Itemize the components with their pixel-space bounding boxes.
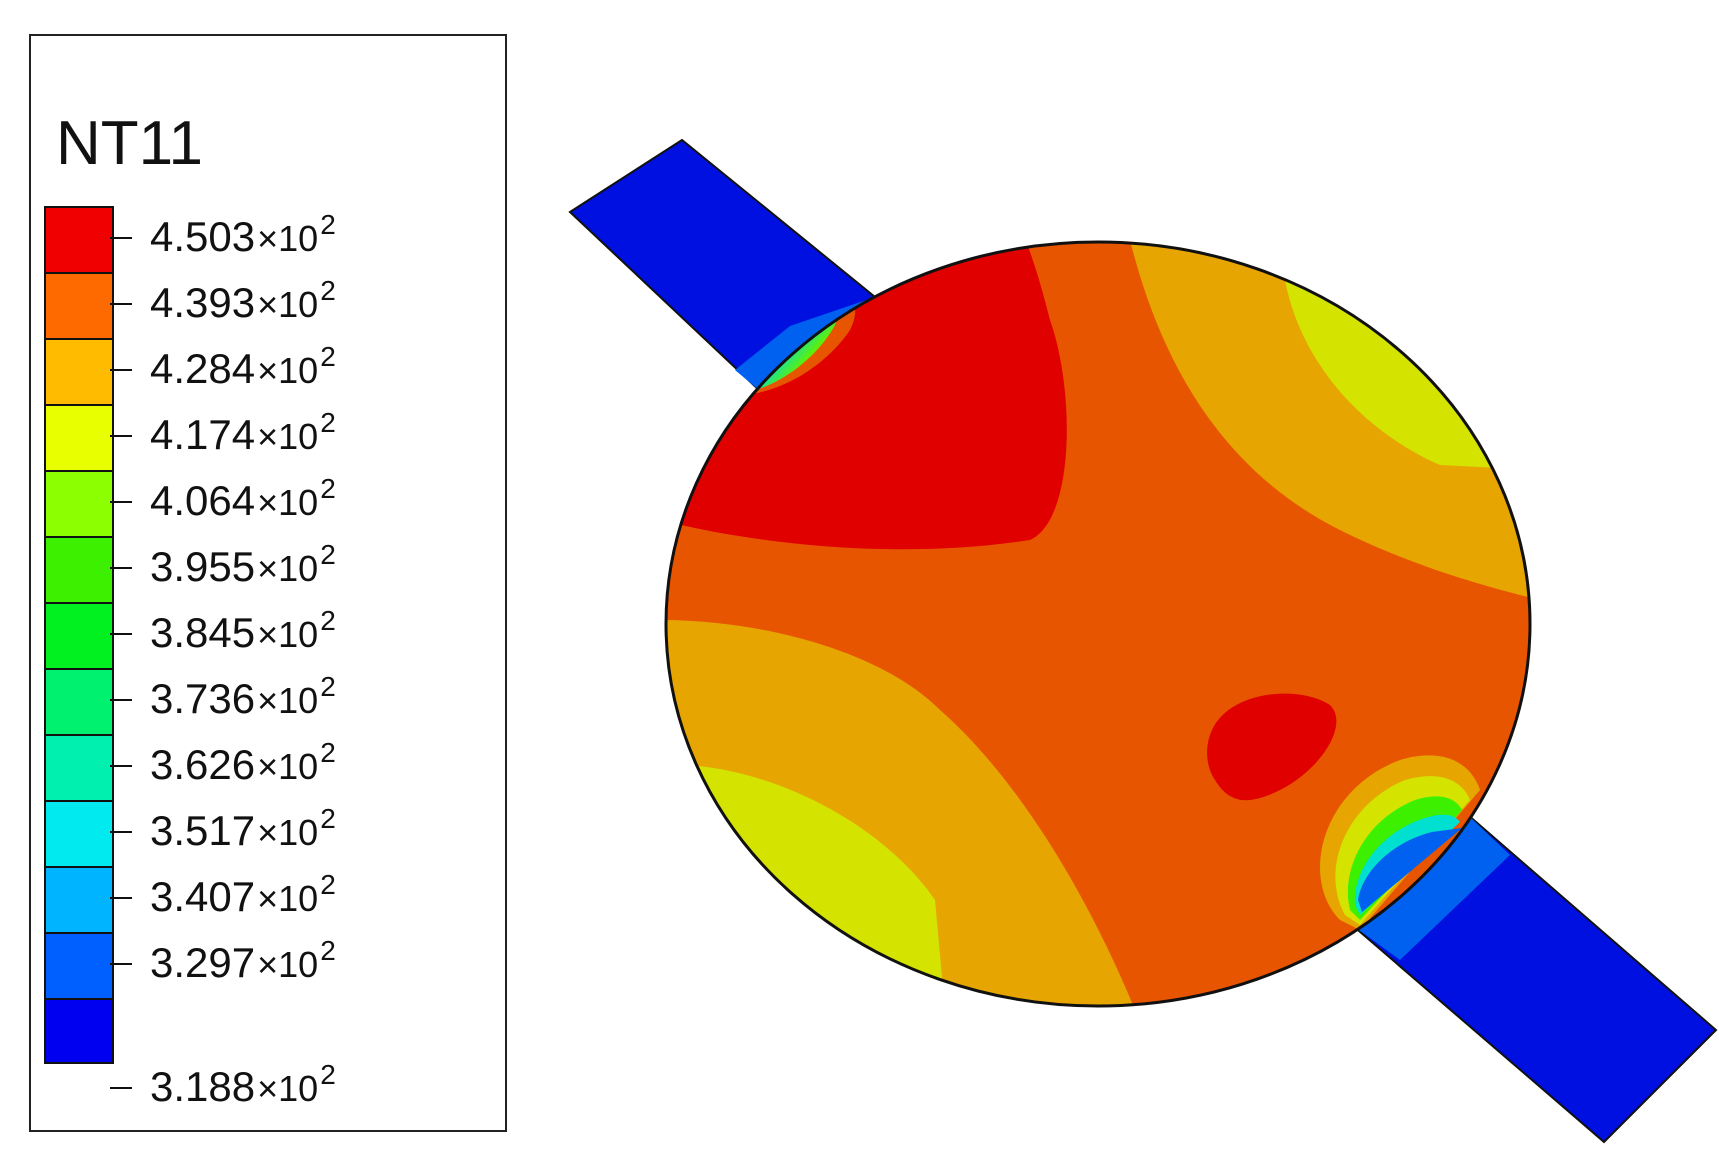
legend-multiplier: ×10 [257,1068,319,1109]
legend-tick [110,633,132,635]
contour-blue-band-lower-right [1358,828,1462,912]
legend-value-label: 3.517×102 [150,803,336,855]
legend-value-label: 4.393×102 [150,275,336,327]
legend-value-label: 4.064×102 [150,473,336,525]
legend-tick [110,237,132,239]
legend-tick [110,567,132,569]
legend-tick [110,831,132,833]
lower-right-strip-transition [1352,815,1510,960]
legend-exponent: 2 [320,935,336,966]
legend-tick [110,1087,132,1089]
legend-row: 4.503×102 [110,209,456,260]
legend-exponent: 2 [320,539,336,570]
legend-row: 3.845×102 [110,605,456,656]
legend-multiplier: ×10 [257,482,319,523]
legend-value-label: 3.626×102 [150,737,336,789]
legend-multiplier: ×10 [257,284,319,325]
legend-mantissa: 3.517 [150,807,256,854]
legend-swatch [46,338,112,404]
legend-swatch [46,668,112,734]
legend-exponent: 2 [320,473,336,504]
legend-multiplier: ×10 [257,350,319,391]
legend-exponent: 2 [320,671,336,702]
legend-swatch [46,404,112,470]
legend-row: 3.626×102 [110,737,456,788]
legend-multiplier: ×10 [257,548,319,589]
legend-value-label: 4.174×102 [150,407,336,459]
legend-swatch [46,932,112,998]
legend-value-label: 4.503×102 [150,209,336,261]
legend-value-label: 3.407×102 [150,869,336,921]
legend-row: 4.284×102 [110,341,456,392]
legend-title: NT11 [56,109,204,178]
legend-swatch [46,866,112,932]
legend-mantissa: 4.064 [150,477,256,524]
legend-tick [110,699,132,701]
legend-tick [110,369,132,371]
legend-exponent: 2 [320,737,336,768]
legend-mantissa: 3.955 [150,543,256,590]
legend-tick [110,765,132,767]
legend-swatch [46,470,112,536]
legend-value-label: 3.736×102 [150,671,336,723]
legend-exponent: 2 [320,275,336,306]
legend-row: 4.064×102 [110,473,456,524]
legend-exponent: 2 [320,869,336,900]
legend-mantissa: 3.297 [150,939,256,986]
legend-multiplier: ×10 [257,812,319,853]
legend-exponent: 2 [320,341,336,372]
legend-mantissa: 3.736 [150,675,256,722]
legend-row: 4.174×102 [110,407,456,458]
contour-red-island [1207,693,1337,801]
legend-multiplier: ×10 [257,680,319,721]
legend-value-label: 3.297×102 [150,935,336,987]
legend-row: 3.188×102 [110,1059,456,1110]
legend-multiplier: ×10 [257,878,319,919]
legend-mantissa: 3.845 [150,609,256,656]
legend-color-bar [44,206,114,1064]
legend-swatch [46,800,112,866]
legend-row: 3.407×102 [110,869,456,920]
legend-mantissa: 3.188 [150,1063,256,1110]
legend-tick [110,303,132,305]
legend-value-label: 3.188×102 [150,1059,336,1111]
legend-mantissa: 3.626 [150,741,256,788]
legend-value-label: 3.955×102 [150,539,336,591]
legend-mantissa: 4.174 [150,411,256,458]
legend-multiplier: ×10 [257,944,319,985]
legend-row: 3.297×102 [110,935,456,986]
legend-swatch [46,998,112,1064]
legend-mantissa: 4.284 [150,345,256,392]
legend-value-label: 4.284×102 [150,341,336,393]
legend-value-label: 3.845×102 [150,605,336,657]
legend-mantissa: 4.393 [150,279,256,326]
legend-swatch [46,734,112,800]
legend-mantissa: 4.503 [150,213,256,260]
legend-tick [110,963,132,965]
legend-swatch [46,206,112,272]
legend-mantissa: 3.407 [150,873,256,920]
legend-exponent: 2 [320,1059,336,1090]
legend-row: 3.955×102 [110,539,456,590]
legend-multiplier: ×10 [257,218,319,259]
legend-swatch [46,536,112,602]
legend-row: 4.393×102 [110,275,456,326]
legend-swatch [46,272,112,338]
legend-exponent: 2 [320,407,336,438]
disc-outline [664,240,1532,1008]
legend-multiplier: ×10 [257,614,319,655]
legend-multiplier: ×10 [257,746,319,787]
legend-exponent: 2 [320,209,336,240]
legend-tick [110,435,132,437]
legend-row: 3.736×102 [110,671,456,722]
legend-row: 3.517×102 [110,803,456,854]
legend-tick [110,897,132,899]
legend-swatch [46,602,112,668]
legend-tick [110,501,132,503]
legend-exponent: 2 [320,803,336,834]
legend-multiplier: ×10 [257,416,319,457]
legend-exponent: 2 [320,605,336,636]
